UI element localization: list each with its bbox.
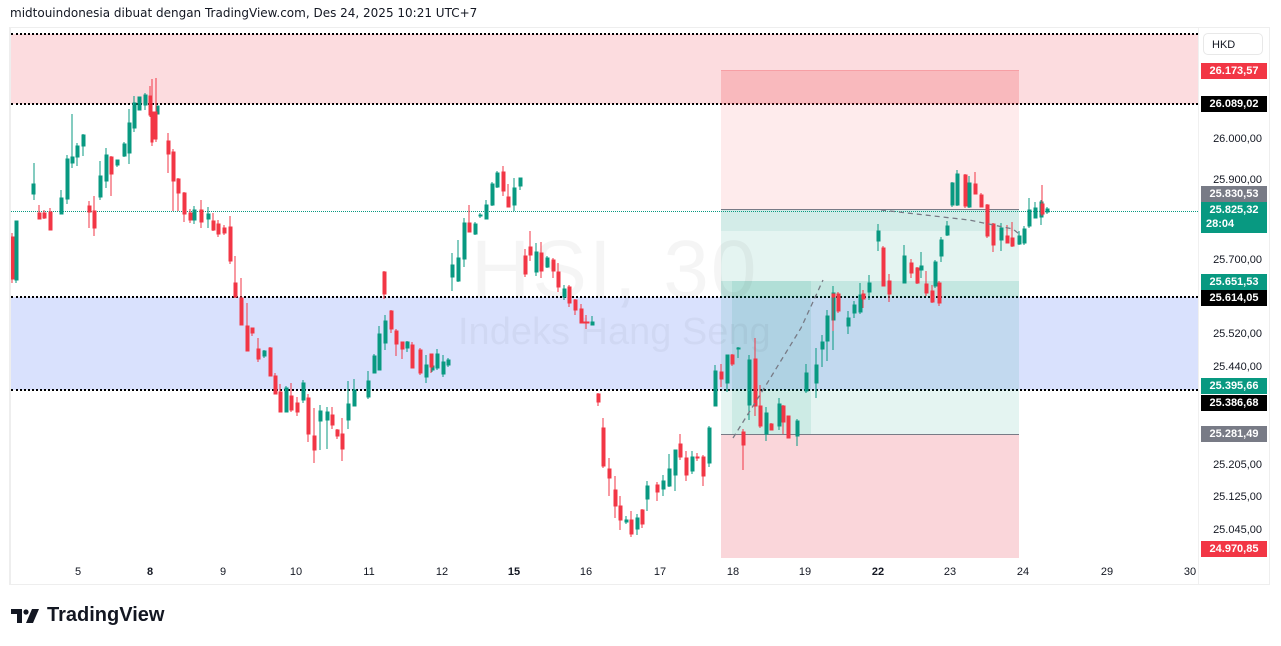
price-axis[interactable]: HKD 26.000,00 25.900,00 25.700,00 25.520… — [1198, 28, 1270, 584]
time-tick: 5 — [74, 566, 82, 578]
tradingview-logo[interactable]: TradingView — [11, 604, 164, 627]
symbol-watermark: HSI, 30 — [471, 223, 758, 317]
chart-plot-area[interactable]: HSI, 30 Indeks Hang Seng — [11, 28, 1198, 558]
price-tick: 25.520,00 — [1213, 328, 1262, 340]
last-price-line — [11, 211, 1198, 212]
time-tick: 18 — [726, 566, 740, 578]
time-tick: 22 — [871, 566, 885, 578]
time-tick: 8 — [146, 566, 154, 578]
supply-zone-bottom-label: 26.089,02 — [1201, 96, 1267, 112]
demand-zone-bottom-line — [11, 389, 1198, 391]
long-stop-price-label: 24.970,85 — [1201, 541, 1267, 557]
price-tick: 25.205,00 — [1213, 459, 1262, 471]
time-tick: 16 — [579, 566, 593, 578]
demand-zone[interactable] — [11, 297, 1198, 390]
time-tick: 29 — [1100, 566, 1114, 578]
target2-price-label: 25.395,66 — [1201, 378, 1267, 394]
time-tick: 15 — [507, 566, 521, 578]
price-tick: 25.700,00 — [1213, 254, 1262, 266]
time-tick: 30 — [1183, 566, 1197, 578]
position-profit-zone[interactable] — [721, 209, 1019, 434]
demand-zone-top-line — [11, 296, 1198, 298]
tradingview-brand: TradingView — [47, 604, 165, 626]
target-price-label: 25.651,53 — [1201, 274, 1267, 290]
time-tick: 17 — [653, 566, 667, 578]
last-price-value: 25.825,32 — [1209, 204, 1259, 216]
position-entry-line-2 — [721, 434, 1019, 435]
time-tick: 9 — [219, 566, 227, 578]
time-tick: 24 — [1016, 566, 1030, 578]
price-tick: 25.900,00 — [1213, 174, 1262, 186]
time-tick: 11 — [363, 566, 375, 578]
last-price-label: 25.825,32 28:04 — [1201, 202, 1267, 233]
price-tick: 25.125,00 — [1213, 491, 1262, 503]
time-axis[interactable]: 5 8 9 10 11 12 15 16 17 18 19 22 23 24 2… — [11, 558, 1198, 584]
long-position-loss-zone[interactable] — [721, 435, 1019, 558]
price-tick: 26.000,00 — [1213, 133, 1262, 145]
entry-price-label: 25.830,53 — [1201, 186, 1267, 202]
time-tick: 12 — [435, 566, 449, 578]
candles-down — [11, 78, 1045, 537]
time-tick: 23 — [943, 566, 957, 578]
bar-countdown: 28:04 — [1206, 218, 1235, 230]
candles-up — [14, 93, 1050, 535]
candlestick-series[interactable] — [11, 28, 1198, 558]
supply-zone-bottom-line — [11, 103, 1198, 105]
chart-frame — [9, 27, 1270, 585]
stop-loss-price-label: 26.173,57 — [1201, 63, 1267, 79]
chart-attribution: midtouindonesia dibuat dengan TradingVie… — [10, 6, 478, 20]
long-entry-price-label: 25.281,49 — [1201, 426, 1267, 442]
time-tick: 10 — [289, 566, 303, 578]
short-position-loss-zone-highlight — [721, 70, 1019, 104]
time-tick: 19 — [798, 566, 812, 578]
tradingview-logo-icon — [11, 608, 39, 623]
demand-zone-top-label: 25.614,05 — [1201, 290, 1267, 306]
price-tick: 25.045,00 — [1213, 524, 1262, 536]
position-filled-zone-1 — [721, 209, 1019, 231]
supply-zone[interactable] — [11, 34, 1198, 104]
price-tick: 25.440,00 — [1213, 361, 1262, 373]
supply-zone-top-line — [11, 33, 1198, 35]
currency-selector[interactable]: HKD — [1203, 33, 1263, 55]
projection-path-up — [732, 279, 824, 439]
position-filled-zone-3 — [732, 281, 811, 434]
demand-zone-bottom-label: 25.386,68 — [1201, 395, 1267, 411]
position-entry-line — [721, 209, 1019, 210]
description-watermark: Indeks Hang Seng — [458, 311, 771, 354]
projection-path-down — [880, 209, 1020, 235]
